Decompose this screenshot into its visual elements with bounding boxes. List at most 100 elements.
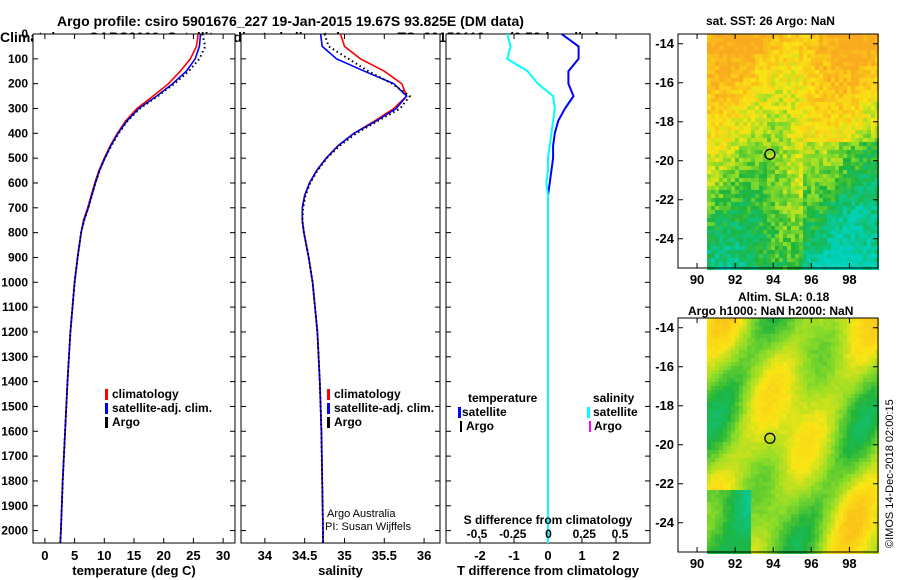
map-cell <box>755 202 759 206</box>
map-cell <box>843 402 847 406</box>
map-cell <box>815 202 819 206</box>
map-cell <box>755 62 759 66</box>
map-cell <box>771 106 775 110</box>
map-cell <box>863 82 867 86</box>
map-cell <box>811 378 815 382</box>
map-cell <box>755 422 759 426</box>
map-cell <box>839 362 843 366</box>
map-cell <box>763 262 767 266</box>
map-cell <box>787 362 791 366</box>
map-cell <box>723 406 727 410</box>
map-cell <box>819 462 823 466</box>
map-cell <box>711 50 715 54</box>
map-cell <box>707 138 711 142</box>
map-cell <box>815 86 819 90</box>
map-cell <box>803 214 807 218</box>
map-cell <box>851 50 855 54</box>
map-cell <box>807 82 811 86</box>
map-cell <box>739 486 743 490</box>
map-cell <box>775 474 779 478</box>
map-cell <box>843 478 847 482</box>
map-cell <box>711 210 715 214</box>
map-cell <box>819 442 823 446</box>
map-cell <box>715 38 719 42</box>
y-tick-label: 1100 <box>2 300 28 314</box>
map-cell <box>727 346 731 350</box>
map-cell <box>871 190 875 194</box>
map-cell <box>751 442 755 446</box>
map-cell <box>723 78 727 82</box>
map-cell <box>803 458 807 462</box>
map-cell <box>779 38 783 42</box>
map-cell <box>847 86 851 90</box>
map-cell <box>771 494 775 498</box>
map-cell <box>723 458 727 462</box>
map-cell <box>875 506 879 510</box>
map-cell <box>723 86 727 90</box>
map-cell <box>851 38 855 42</box>
map-cell <box>807 154 811 158</box>
map-cell <box>767 142 771 146</box>
map-cell <box>735 338 739 342</box>
map-cell <box>771 190 775 194</box>
map-cell <box>735 222 739 226</box>
map-cell <box>835 482 839 486</box>
map-cell <box>775 114 779 118</box>
map-cell <box>759 218 763 222</box>
map-cell <box>751 58 755 62</box>
map-cell <box>807 414 811 418</box>
map-cell <box>843 258 847 262</box>
map-cell <box>787 230 791 234</box>
map-cell <box>763 186 767 190</box>
map-cell <box>819 118 823 122</box>
map-cell <box>763 138 767 142</box>
map-cell <box>779 118 783 122</box>
map-cell <box>871 134 875 138</box>
map-cell <box>827 74 831 78</box>
map-cell <box>743 174 747 178</box>
map-cell <box>779 486 783 490</box>
map-cell <box>795 494 799 498</box>
map-cell <box>815 94 819 98</box>
map-cell <box>743 102 747 106</box>
map-cell <box>875 206 879 210</box>
map-cell <box>859 222 863 226</box>
map-cell <box>875 382 879 386</box>
map-cell <box>727 246 731 250</box>
map-cell <box>739 46 743 50</box>
map-cell <box>831 414 835 418</box>
map-cell <box>787 86 791 90</box>
map-cell <box>787 454 791 458</box>
map-cell <box>875 438 879 442</box>
map-cell <box>803 54 807 58</box>
map-cell <box>811 102 815 106</box>
map-cell <box>791 346 795 350</box>
map-cell <box>827 414 831 418</box>
map-cell <box>863 54 867 58</box>
map-cell <box>759 362 763 366</box>
map-cell <box>831 50 835 54</box>
map-cell <box>835 174 839 178</box>
map-cell <box>807 402 811 406</box>
map-cell <box>815 182 819 186</box>
map-cell <box>855 462 859 466</box>
map-cell <box>783 338 787 342</box>
map-cell <box>791 98 795 102</box>
map-cell <box>875 434 879 438</box>
map-cell <box>843 34 847 38</box>
map-cell <box>827 382 831 386</box>
map-cell <box>851 210 855 214</box>
map-cell <box>775 214 779 218</box>
map-cell <box>723 70 727 74</box>
map-cell <box>739 142 743 146</box>
map-cell <box>719 170 723 174</box>
map-cell <box>747 346 751 350</box>
map-cell <box>771 414 775 418</box>
map-cell <box>863 418 867 422</box>
map-cell <box>775 370 779 374</box>
map-cell <box>827 402 831 406</box>
map-cell <box>831 162 835 166</box>
map-cell <box>791 86 795 90</box>
map-cell <box>819 358 823 362</box>
map-cell <box>723 346 727 350</box>
